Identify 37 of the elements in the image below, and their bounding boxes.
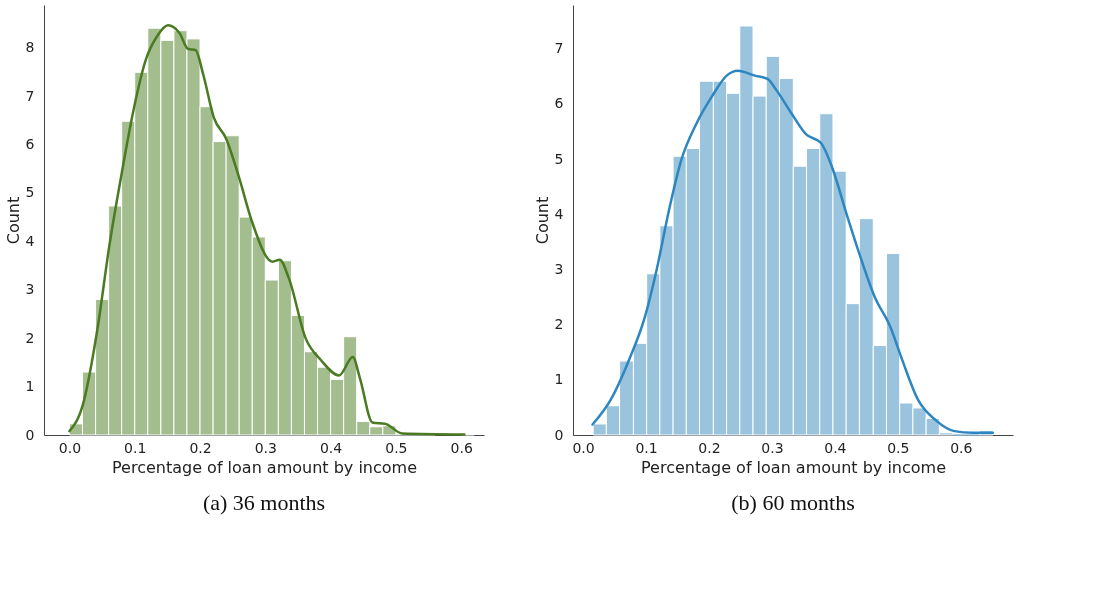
x-tick-label: 0.5 [385,439,408,456]
x-axis-title: Percentage of loan amount by income [641,457,946,477]
y-tick-label: 0 [554,426,564,443]
y-axis-title: Count [532,196,552,245]
x-tick-label: 0.3 [761,439,784,456]
y-tick-label: 7 [554,40,564,57]
x-tick-label: 0.1 [635,439,658,456]
y-tick-label: 0 [25,426,35,443]
y-tick-label: 1 [554,371,564,388]
y-tick-label: 6 [554,95,564,112]
x-tick-label: 0.0 [58,439,82,456]
text: (b) 60 months [731,490,855,515]
x-tick-label: 0.4 [319,439,343,456]
y-tick-label: 4 [25,232,35,249]
text: (a) 36 months [202,490,326,515]
x-tick-label: 0.6 [950,439,973,456]
x-tick-label: 0.5 [887,439,910,456]
y-tick-label: 1 [25,378,35,395]
x-tick-label: 0.3 [254,439,277,456]
y-tick-label: 4 [554,205,564,222]
y-tick-label: 5 [25,184,35,201]
y-tick-label: 5 [554,150,564,167]
y-tick-label: 3 [554,260,564,277]
x-tick-label: 0.4 [824,439,847,456]
y-tick-label: 2 [554,316,564,333]
x-tick-label: 0.1 [124,439,147,456]
x-tick-label: 0.2 [189,439,212,456]
y-tick-label: 2 [25,329,35,346]
x-tick-label: 0.2 [698,439,721,456]
y-tick-label: 3 [25,281,35,298]
y-axis-title: Count [3,196,23,245]
y-tick-label: 6 [25,135,35,152]
x-tick-label: 0.6 [450,439,473,456]
y-tick-label: 7 [25,87,35,104]
x-axis-title: Percentage of loan amount by income [112,457,417,477]
y-tick-label: 8 [25,39,35,56]
x-tick-label: 0.0 [572,439,595,456]
